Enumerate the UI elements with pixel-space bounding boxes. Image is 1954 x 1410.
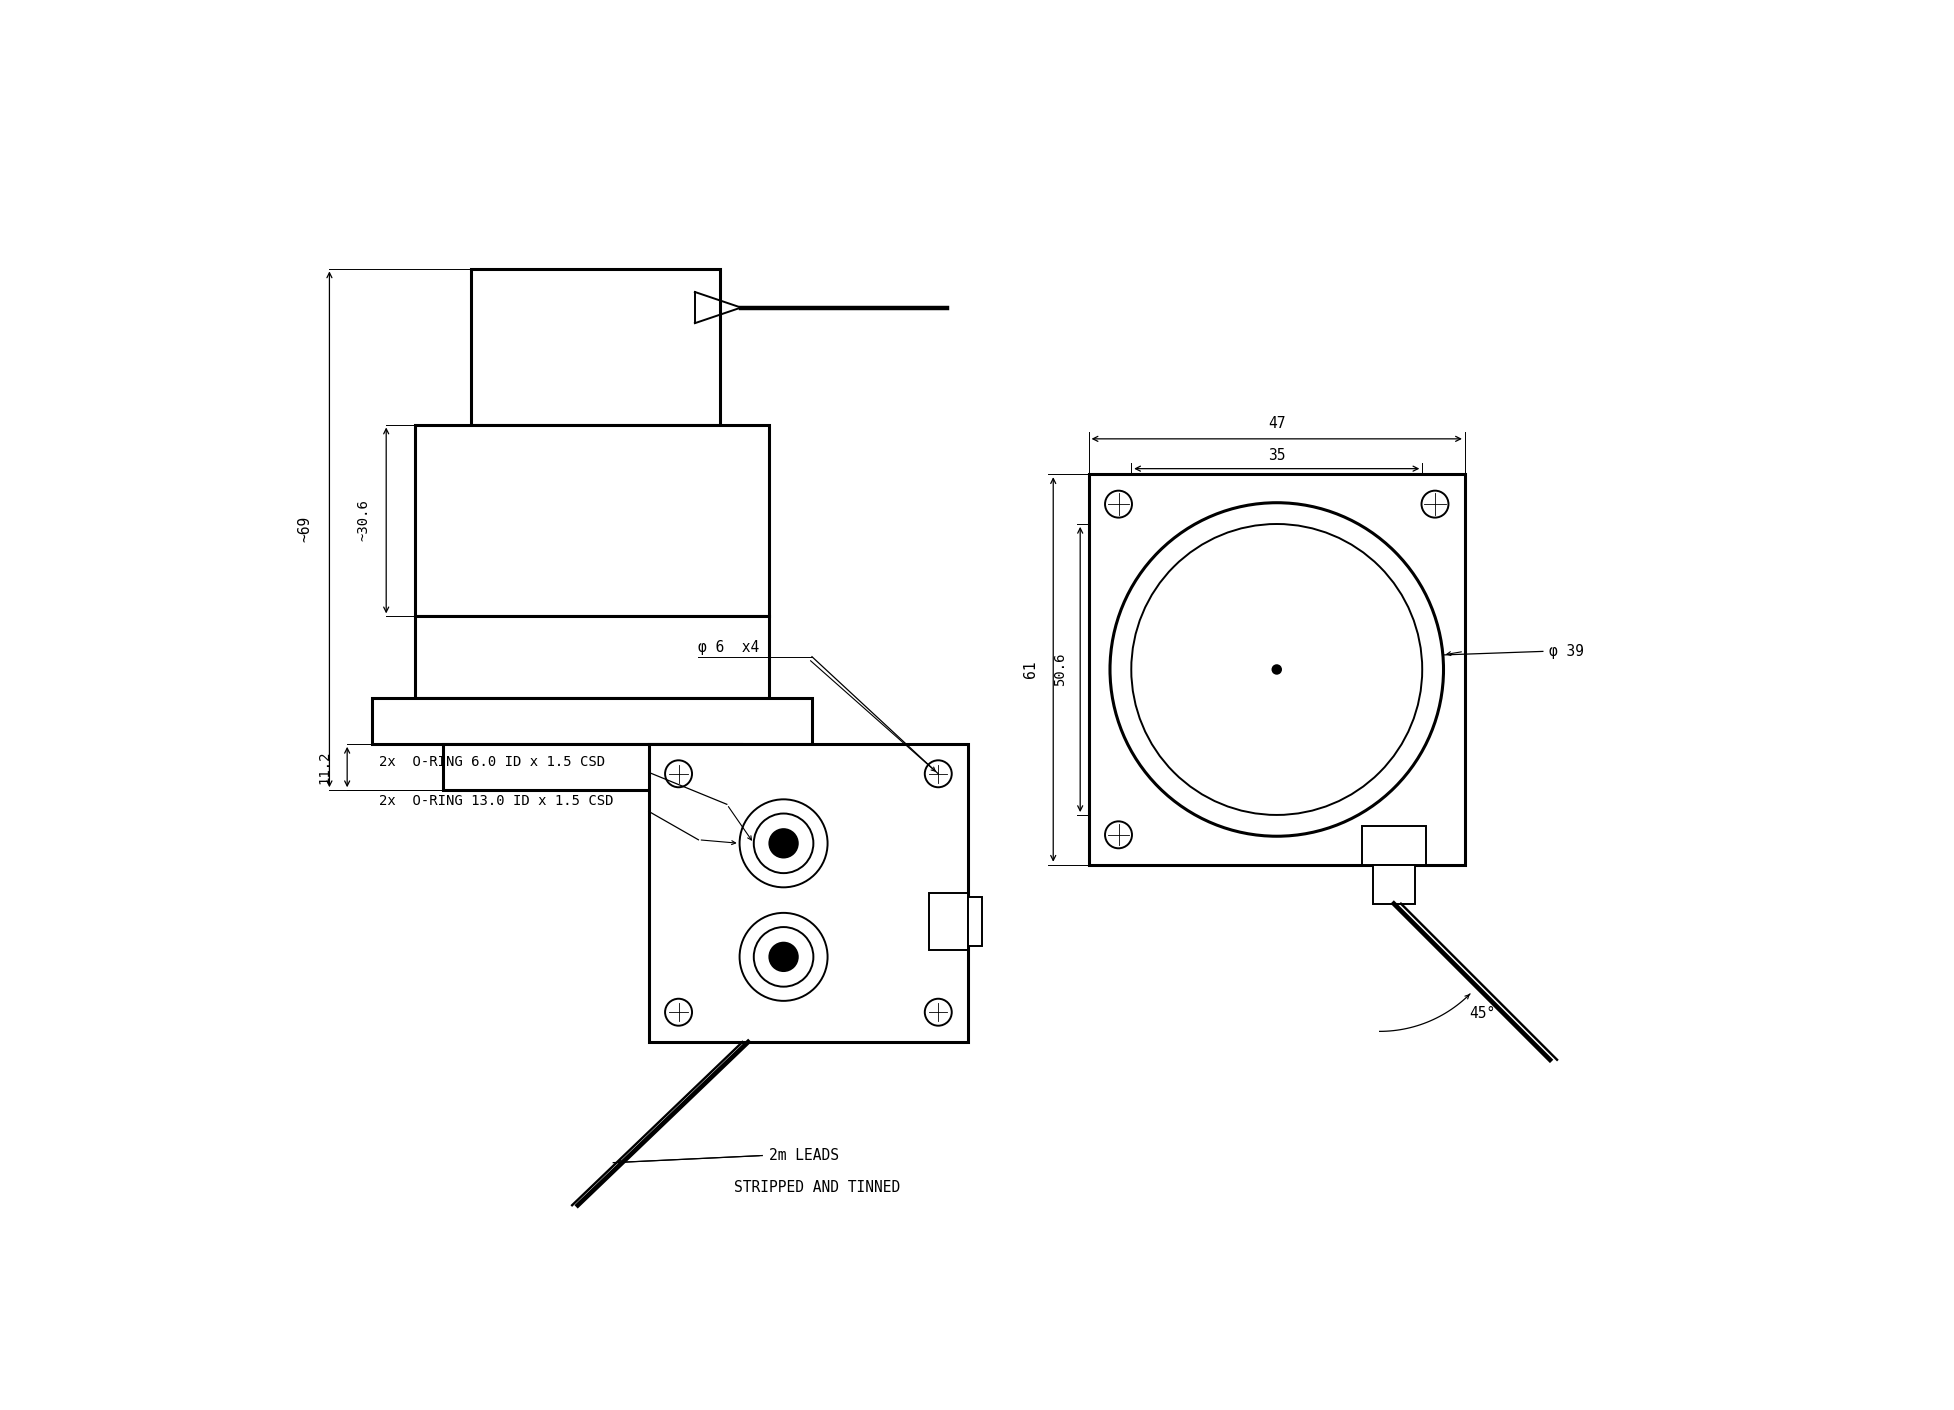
Bar [967, 897, 983, 946]
Text: 61: 61 [1024, 661, 1038, 678]
Bar [471, 268, 719, 424]
Text: 45°: 45° [1469, 1005, 1495, 1021]
Bar [444, 744, 741, 790]
Circle shape [739, 799, 828, 887]
Text: ~69: ~69 [297, 516, 313, 543]
Circle shape [1110, 503, 1444, 836]
Circle shape [770, 829, 797, 857]
Text: 2x  O-RING 13.0 ID x 1.5 CSD: 2x O-RING 13.0 ID x 1.5 CSD [379, 794, 614, 808]
Circle shape [1421, 491, 1448, 517]
Text: 11.2: 11.2 [317, 750, 332, 784]
Bar [414, 424, 770, 616]
Text: φ 6  x4: φ 6 x4 [698, 640, 760, 656]
Circle shape [739, 912, 828, 1001]
Circle shape [1272, 666, 1282, 674]
Circle shape [754, 814, 813, 873]
Circle shape [664, 998, 692, 1025]
Circle shape [1131, 525, 1423, 815]
Circle shape [770, 943, 797, 971]
Bar [928, 893, 967, 950]
Bar [414, 616, 770, 698]
Text: 2x  O-RING 6.0 ID x 1.5 CSD: 2x O-RING 6.0 ID x 1.5 CSD [379, 754, 606, 768]
Text: 47: 47 [1268, 416, 1286, 430]
Text: STRIPPED AND TINNED: STRIPPED AND TINNED [735, 1180, 901, 1196]
Text: 35: 35 [1268, 448, 1286, 464]
Bar [1362, 826, 1426, 864]
Text: ~30.6: ~30.6 [356, 499, 371, 541]
Bar [1088, 474, 1466, 864]
Circle shape [754, 926, 813, 987]
Circle shape [664, 760, 692, 787]
Circle shape [924, 998, 952, 1025]
Text: 50.6: 50.6 [1053, 653, 1067, 687]
Circle shape [1106, 822, 1131, 849]
Circle shape [1106, 491, 1131, 517]
Bar [1372, 864, 1415, 904]
Circle shape [924, 760, 952, 787]
Bar [649, 744, 967, 1042]
Text: φ 39: φ 39 [1548, 644, 1583, 658]
Text: 2m LEADS: 2m LEADS [770, 1149, 840, 1163]
Bar [371, 698, 813, 744]
